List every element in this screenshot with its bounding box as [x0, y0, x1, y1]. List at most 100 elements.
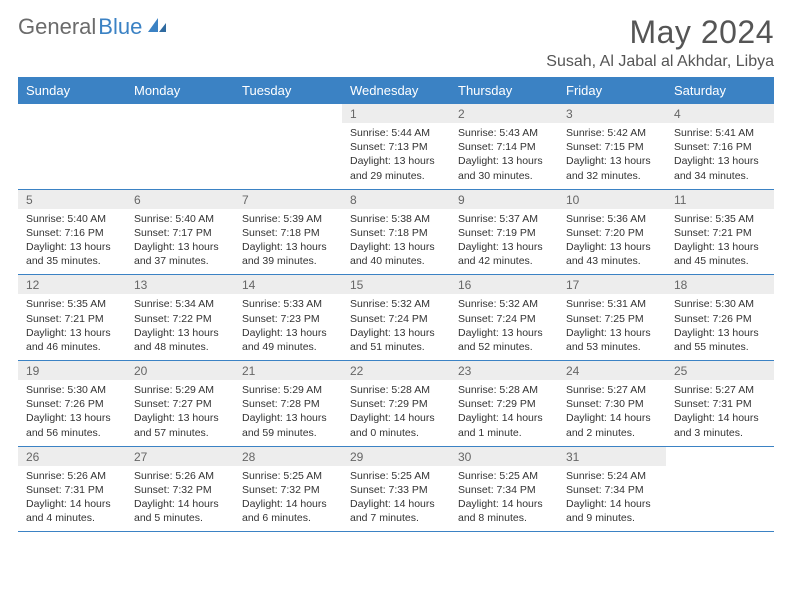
day-number: 17	[558, 275, 666, 294]
day-cell: 5Sunrise: 5:40 AMSunset: 7:16 PMDaylight…	[18, 189, 126, 275]
day-number: 6	[126, 190, 234, 209]
day-number: 31	[558, 447, 666, 466]
weekday-header-row: SundayMondayTuesdayWednesdayThursdayFrid…	[18, 77, 774, 104]
day-cell: 9Sunrise: 5:37 AMSunset: 7:19 PMDaylight…	[450, 189, 558, 275]
day-cell: 22Sunrise: 5:28 AMSunset: 7:29 PMDayligh…	[342, 361, 450, 447]
day-data: Sunrise: 5:25 AMSunset: 7:34 PMDaylight:…	[450, 466, 558, 532]
day-data: Sunrise: 5:40 AMSunset: 7:17 PMDaylight:…	[126, 209, 234, 275]
day-cell: 23Sunrise: 5:28 AMSunset: 7:29 PMDayligh…	[450, 361, 558, 447]
day-data: Sunrise: 5:32 AMSunset: 7:24 PMDaylight:…	[342, 294, 450, 360]
day-number: 2	[450, 104, 558, 123]
day-data: Sunrise: 5:40 AMSunset: 7:16 PMDaylight:…	[18, 209, 126, 275]
day-number: 13	[126, 275, 234, 294]
day-data: Sunrise: 5:30 AMSunset: 7:26 PMDaylight:…	[18, 380, 126, 446]
day-data: Sunrise: 5:29 AMSunset: 7:28 PMDaylight:…	[234, 380, 342, 446]
day-cell: 3Sunrise: 5:42 AMSunset: 7:15 PMDaylight…	[558, 104, 666, 189]
day-cell: 15Sunrise: 5:32 AMSunset: 7:24 PMDayligh…	[342, 275, 450, 361]
day-number: 10	[558, 190, 666, 209]
day-data: Sunrise: 5:35 AMSunset: 7:21 PMDaylight:…	[666, 209, 774, 275]
day-data: Sunrise: 5:25 AMSunset: 7:33 PMDaylight:…	[342, 466, 450, 532]
day-cell: 29Sunrise: 5:25 AMSunset: 7:33 PMDayligh…	[342, 446, 450, 532]
day-cell: .	[18, 104, 126, 189]
day-number: 12	[18, 275, 126, 294]
logo: GeneralBlue	[18, 14, 168, 40]
day-number: 24	[558, 361, 666, 380]
day-number: 29	[342, 447, 450, 466]
day-data: Sunrise: 5:41 AMSunset: 7:16 PMDaylight:…	[666, 123, 774, 189]
weekday-tuesday: Tuesday	[234, 77, 342, 104]
day-cell: 1Sunrise: 5:44 AMSunset: 7:13 PMDaylight…	[342, 104, 450, 189]
day-cell: 30Sunrise: 5:25 AMSunset: 7:34 PMDayligh…	[450, 446, 558, 532]
day-number: 14	[234, 275, 342, 294]
day-cell: .	[234, 104, 342, 189]
day-cell: 25Sunrise: 5:27 AMSunset: 7:31 PMDayligh…	[666, 361, 774, 447]
week-row: 12Sunrise: 5:35 AMSunset: 7:21 PMDayligh…	[18, 275, 774, 361]
day-cell: 26Sunrise: 5:26 AMSunset: 7:31 PMDayligh…	[18, 446, 126, 532]
day-cell: 18Sunrise: 5:30 AMSunset: 7:26 PMDayligh…	[666, 275, 774, 361]
day-cell: 8Sunrise: 5:38 AMSunset: 7:18 PMDaylight…	[342, 189, 450, 275]
day-data: Sunrise: 5:31 AMSunset: 7:25 PMDaylight:…	[558, 294, 666, 360]
day-number: 8	[342, 190, 450, 209]
day-data: Sunrise: 5:42 AMSunset: 7:15 PMDaylight:…	[558, 123, 666, 189]
logo-text-blue: Blue	[98, 14, 142, 40]
day-data: Sunrise: 5:38 AMSunset: 7:18 PMDaylight:…	[342, 209, 450, 275]
day-data: Sunrise: 5:44 AMSunset: 7:13 PMDaylight:…	[342, 123, 450, 189]
weekday-friday: Friday	[558, 77, 666, 104]
day-cell: .	[666, 446, 774, 532]
day-number: 11	[666, 190, 774, 209]
day-cell: 10Sunrise: 5:36 AMSunset: 7:20 PMDayligh…	[558, 189, 666, 275]
day-cell: 28Sunrise: 5:25 AMSunset: 7:32 PMDayligh…	[234, 446, 342, 532]
day-cell: 31Sunrise: 5:24 AMSunset: 7:34 PMDayligh…	[558, 446, 666, 532]
day-number: 21	[234, 361, 342, 380]
day-cell: 2Sunrise: 5:43 AMSunset: 7:14 PMDaylight…	[450, 104, 558, 189]
day-data: Sunrise: 5:30 AMSunset: 7:26 PMDaylight:…	[666, 294, 774, 360]
weekday-sunday: Sunday	[18, 77, 126, 104]
calendar-table: SundayMondayTuesdayWednesdayThursdayFrid…	[18, 77, 774, 532]
day-number: 15	[342, 275, 450, 294]
day-cell: 4Sunrise: 5:41 AMSunset: 7:16 PMDaylight…	[666, 104, 774, 189]
day-number: 20	[126, 361, 234, 380]
day-number: 16	[450, 275, 558, 294]
day-number: 3	[558, 104, 666, 123]
day-number: 1	[342, 104, 450, 123]
day-cell: 17Sunrise: 5:31 AMSunset: 7:25 PMDayligh…	[558, 275, 666, 361]
day-cell: 20Sunrise: 5:29 AMSunset: 7:27 PMDayligh…	[126, 361, 234, 447]
month-title: May 2024	[546, 14, 774, 51]
day-cell: 12Sunrise: 5:35 AMSunset: 7:21 PMDayligh…	[18, 275, 126, 361]
day-number: 26	[18, 447, 126, 466]
day-cell: 11Sunrise: 5:35 AMSunset: 7:21 PMDayligh…	[666, 189, 774, 275]
day-number: 18	[666, 275, 774, 294]
day-cell: 13Sunrise: 5:34 AMSunset: 7:22 PMDayligh…	[126, 275, 234, 361]
title-block: May 2024 Susah, Al Jabal al Akhdar, Liby…	[546, 14, 774, 71]
day-number: 23	[450, 361, 558, 380]
sail-icon	[146, 14, 168, 40]
week-row: 19Sunrise: 5:30 AMSunset: 7:26 PMDayligh…	[18, 361, 774, 447]
day-cell: 7Sunrise: 5:39 AMSunset: 7:18 PMDaylight…	[234, 189, 342, 275]
day-cell: 19Sunrise: 5:30 AMSunset: 7:26 PMDayligh…	[18, 361, 126, 447]
weekday-monday: Monday	[126, 77, 234, 104]
day-number: 19	[18, 361, 126, 380]
day-cell: 21Sunrise: 5:29 AMSunset: 7:28 PMDayligh…	[234, 361, 342, 447]
day-number: 28	[234, 447, 342, 466]
weekday-saturday: Saturday	[666, 77, 774, 104]
logo-text-general: General	[18, 14, 96, 40]
day-number: 9	[450, 190, 558, 209]
week-row: 26Sunrise: 5:26 AMSunset: 7:31 PMDayligh…	[18, 446, 774, 532]
day-data: Sunrise: 5:27 AMSunset: 7:31 PMDaylight:…	[666, 380, 774, 446]
day-cell: 16Sunrise: 5:32 AMSunset: 7:24 PMDayligh…	[450, 275, 558, 361]
day-data: Sunrise: 5:39 AMSunset: 7:18 PMDaylight:…	[234, 209, 342, 275]
weekday-wednesday: Wednesday	[342, 77, 450, 104]
day-number: 4	[666, 104, 774, 123]
day-data: Sunrise: 5:36 AMSunset: 7:20 PMDaylight:…	[558, 209, 666, 275]
day-cell: .	[126, 104, 234, 189]
day-number: 7	[234, 190, 342, 209]
day-cell: 6Sunrise: 5:40 AMSunset: 7:17 PMDaylight…	[126, 189, 234, 275]
day-data: Sunrise: 5:34 AMSunset: 7:22 PMDaylight:…	[126, 294, 234, 360]
day-number: 30	[450, 447, 558, 466]
weekday-thursday: Thursday	[450, 77, 558, 104]
week-row: . . . 1Sunrise: 5:44 AMSunset: 7:13 PMDa…	[18, 104, 774, 189]
day-number: 5	[18, 190, 126, 209]
calendar-body: . . . 1Sunrise: 5:44 AMSunset: 7:13 PMDa…	[18, 104, 774, 532]
day-cell: 14Sunrise: 5:33 AMSunset: 7:23 PMDayligh…	[234, 275, 342, 361]
week-row: 5Sunrise: 5:40 AMSunset: 7:16 PMDaylight…	[18, 189, 774, 275]
